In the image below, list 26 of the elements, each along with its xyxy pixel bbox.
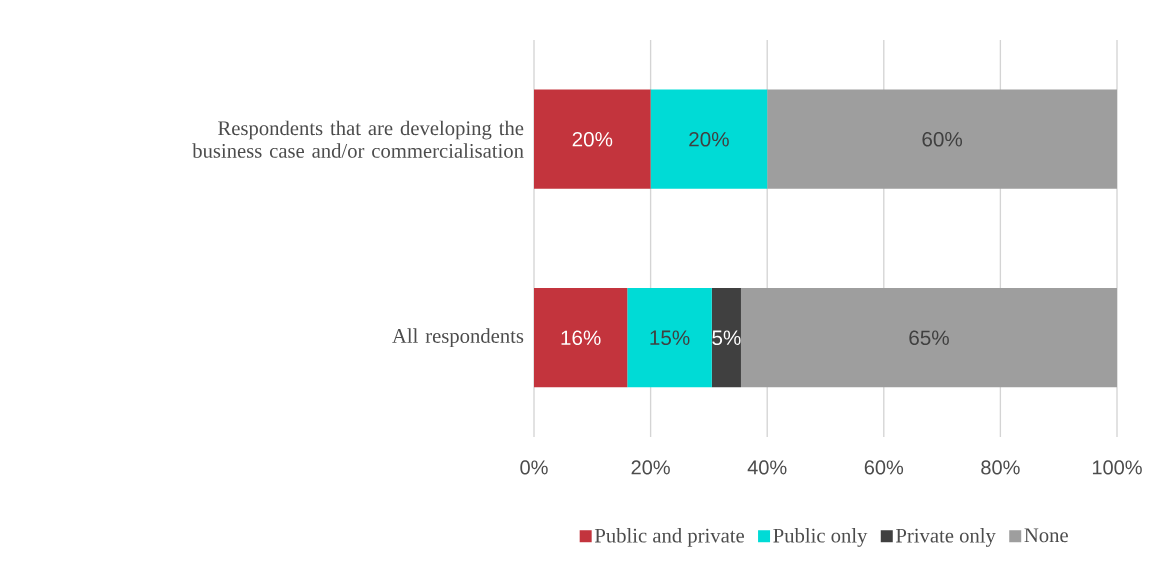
- y-tick-label: Respondents that are developing the business case and/or commercialisation: [192, 120, 524, 158]
- legend-label: Public and private: [594, 528, 745, 547]
- data-label: 20%: [572, 131, 613, 147]
- x-tick-label: 0%: [520, 460, 548, 475]
- legend-label: Private only: [896, 528, 996, 547]
- bar: [534, 288, 628, 388]
- data-label: 65%: [909, 330, 949, 346]
- data-label: 20%: [689, 131, 729, 147]
- bar: [534, 89, 651, 189]
- data-label: 16%: [561, 330, 601, 346]
- x-tick-label: 60%: [864, 460, 904, 475]
- data-label: 15%: [650, 330, 690, 346]
- bar: [740, 288, 1117, 388]
- data-label: 5%: [712, 330, 741, 346]
- bar: [650, 89, 768, 189]
- bar: [711, 288, 741, 388]
- x-tick-label: 20%: [631, 460, 670, 475]
- legend-label: Public only: [773, 528, 868, 547]
- bar: [767, 89, 1117, 189]
- y-tick-label: All respondents: [392, 328, 524, 348]
- x-tick-label: 100%: [1092, 460, 1142, 475]
- bar: [627, 288, 712, 388]
- legend-label: None: [1024, 528, 1068, 543]
- x-tick-label: 80%: [981, 460, 1020, 475]
- x-tick-label: 40%: [747, 460, 787, 475]
- data-label: 60%: [922, 131, 963, 147]
